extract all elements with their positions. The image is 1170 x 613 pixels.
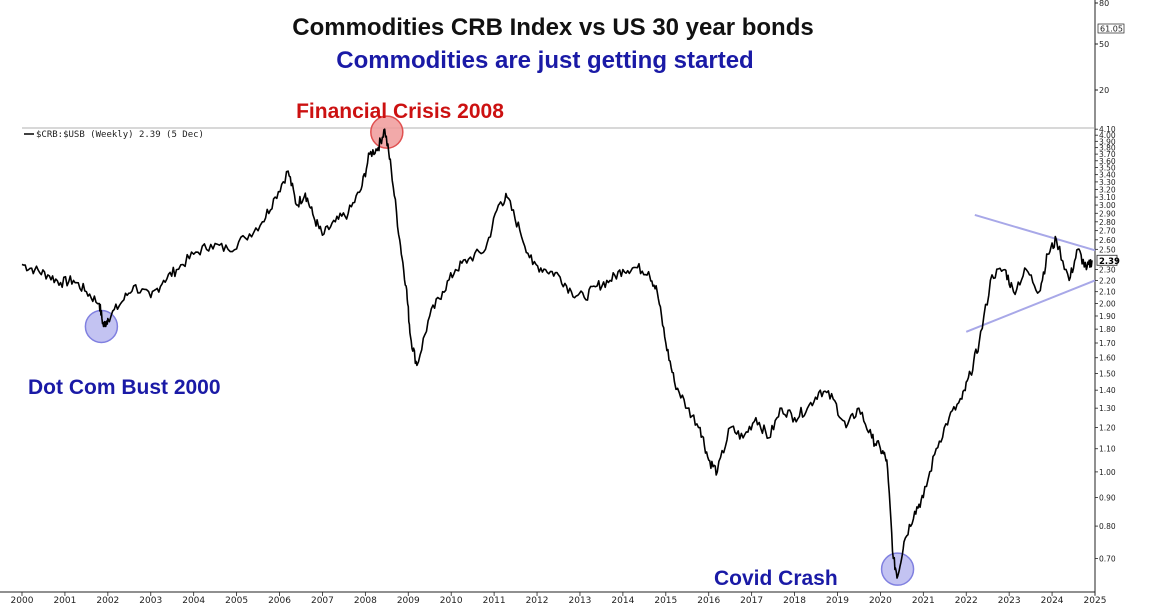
y-tick-label: 4.10 bbox=[1099, 125, 1116, 134]
x-tick-label: 2010 bbox=[440, 596, 463, 606]
y-tick-label: 2.10 bbox=[1099, 288, 1116, 297]
y-tick-label: 1.10 bbox=[1099, 445, 1116, 454]
chart-subtitle: Commodities are just getting started bbox=[336, 47, 753, 74]
annotation-circle bbox=[880, 552, 915, 586]
x-tick-label: 2013 bbox=[569, 596, 592, 606]
upper-tick-label: 20 bbox=[1099, 86, 1109, 95]
y-tick-label: 3.40 bbox=[1099, 171, 1116, 180]
x-tick-label: 2024 bbox=[1041, 596, 1064, 606]
x-tick-label: 2011 bbox=[483, 596, 506, 606]
x-tick-label: 2007 bbox=[311, 596, 334, 606]
x-tick-label: 2001 bbox=[53, 596, 76, 606]
y-tick-label: 3.50 bbox=[1099, 164, 1116, 173]
y-tick-label: 1.00 bbox=[1099, 468, 1116, 477]
y-tick-label: 2.60 bbox=[1099, 236, 1116, 245]
annotation-label: Dot Com Bust 2000 bbox=[28, 376, 221, 399]
x-tick-label: 2021 bbox=[912, 596, 935, 606]
x-tick-label: 2002 bbox=[96, 596, 119, 606]
y-tick-label: 2.20 bbox=[1099, 276, 1116, 285]
plot-area: 80502061.054.104.003.903.803.703.603.503… bbox=[0, 0, 1125, 606]
chart-title: Commodities CRB Index vs US 30 year bond… bbox=[292, 14, 813, 41]
upper-tick-label: 80 bbox=[1099, 0, 1109, 8]
x-tick-label: 2008 bbox=[354, 596, 377, 606]
y-tick-label: 1.20 bbox=[1099, 424, 1116, 433]
y-tick-label: 3.70 bbox=[1099, 150, 1116, 159]
x-tick-label: 2000 bbox=[11, 596, 34, 606]
x-tick-label: 2023 bbox=[998, 596, 1021, 606]
x-tick-label: 2019 bbox=[826, 596, 849, 606]
series-line bbox=[21, 128, 1093, 579]
x-tick-label: 2004 bbox=[182, 596, 205, 606]
upper-tick-label: 50 bbox=[1099, 40, 1109, 49]
annotation-label: Covid Crash bbox=[714, 567, 838, 590]
x-tick-label: 2003 bbox=[139, 596, 162, 606]
x-tick-label: 2012 bbox=[526, 596, 549, 606]
y-tick-label: 2.70 bbox=[1099, 227, 1116, 236]
x-tick-label: 2005 bbox=[225, 596, 248, 606]
upper-current-label: 61.05 bbox=[1100, 25, 1123, 34]
x-tick-label: 2022 bbox=[955, 596, 978, 606]
y-tick-label: 1.30 bbox=[1099, 404, 1116, 413]
y-tick-label: 2.00 bbox=[1099, 300, 1116, 309]
x-tick-label: 2020 bbox=[869, 596, 892, 606]
x-tick-label: 2017 bbox=[740, 596, 763, 606]
y-tick-label: 3.60 bbox=[1099, 157, 1116, 166]
y-tick-label: 3.10 bbox=[1099, 193, 1116, 202]
x-tick-label: 2016 bbox=[697, 596, 720, 606]
y-tick-label: 0.80 bbox=[1099, 522, 1116, 531]
y-tick-label: 1.60 bbox=[1099, 354, 1116, 363]
y-tick-label: 1.40 bbox=[1099, 386, 1116, 395]
upper-current-box bbox=[1097, 23, 1125, 34]
x-tick-label: 2006 bbox=[268, 596, 291, 606]
annotation-label: Financial Crisis 2008 bbox=[296, 100, 504, 123]
trendline bbox=[974, 214, 1096, 252]
y-tick-label: 3.90 bbox=[1099, 137, 1116, 146]
x-tick-label: 2014 bbox=[611, 596, 634, 606]
y-tick-label: 2.80 bbox=[1099, 218, 1116, 227]
x-tick-label: 2018 bbox=[783, 596, 806, 606]
trendline bbox=[965, 279, 1096, 333]
x-tick-label: 2009 bbox=[397, 596, 420, 606]
y-tick-label: 2.50 bbox=[1099, 245, 1116, 254]
y-tick-label: 2.30 bbox=[1099, 266, 1116, 275]
annotation-circle bbox=[370, 115, 404, 149]
legend-label: $CRB:$USB (Weekly) 2.39 (5 Dec) bbox=[36, 130, 204, 140]
y-tick-label: 3.00 bbox=[1099, 201, 1116, 210]
current-value-label: 2.39 bbox=[1099, 257, 1120, 267]
x-tick-label: 2025 bbox=[1084, 596, 1107, 606]
y-tick-label: 1.80 bbox=[1099, 325, 1116, 334]
y-tick-label: 2.90 bbox=[1099, 209, 1116, 218]
y-tick-label: 0.90 bbox=[1099, 493, 1116, 502]
y-tick-label: 3.80 bbox=[1099, 144, 1116, 153]
y-tick-label: 1.50 bbox=[1099, 369, 1116, 378]
x-tick-label: 2015 bbox=[654, 596, 677, 606]
y-tick-label: 3.30 bbox=[1099, 178, 1116, 187]
y-tick-label: 4.00 bbox=[1099, 131, 1116, 140]
current-value-box bbox=[1096, 254, 1118, 266]
y-tick-label: 3.20 bbox=[1099, 185, 1116, 194]
y-tick-label: 1.90 bbox=[1099, 312, 1116, 321]
y-tick-label: 0.70 bbox=[1099, 555, 1116, 564]
y-tick-label: 1.70 bbox=[1099, 339, 1116, 348]
